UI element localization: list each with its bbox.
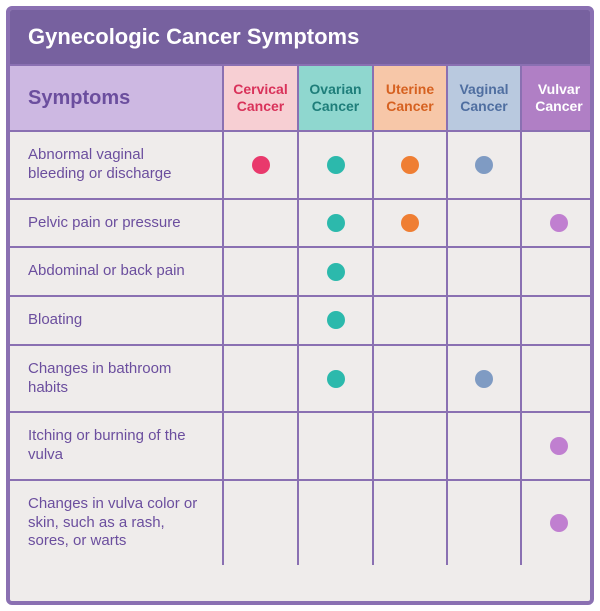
matrix-cell	[522, 297, 594, 346]
matrix-cell	[374, 248, 448, 297]
matrix-cell	[299, 132, 374, 200]
presence-dot	[252, 156, 270, 174]
matrix-cell	[374, 200, 448, 249]
matrix-cell	[224, 481, 299, 565]
row-label: Abnormal vaginal bleeding or discharge	[10, 132, 224, 200]
column-header: CervicalCancer	[224, 66, 299, 132]
matrix-cell	[299, 413, 374, 481]
matrix-cell	[374, 481, 448, 565]
row-label: Pelvic pain or pressure	[10, 200, 224, 249]
column-header: VaginalCancer	[448, 66, 522, 132]
presence-dot	[327, 311, 345, 329]
matrix-cell	[522, 413, 594, 481]
matrix-cell	[448, 200, 522, 249]
presence-dot	[327, 370, 345, 388]
presence-dot	[327, 214, 345, 232]
matrix-cell	[374, 413, 448, 481]
matrix-cell	[448, 413, 522, 481]
row-label: Itching or burning of the vulva	[10, 413, 224, 481]
panel-title: Gynecologic Cancer Symptoms	[10, 10, 590, 66]
matrix-cell	[299, 346, 374, 414]
presence-dot	[401, 156, 419, 174]
matrix-cell	[522, 200, 594, 249]
presence-dot	[550, 214, 568, 232]
presence-dot	[327, 263, 345, 281]
presence-dot	[550, 437, 568, 455]
matrix-cell	[374, 132, 448, 200]
matrix-cell	[374, 297, 448, 346]
row-label: Abdominal or back pain	[10, 248, 224, 297]
matrix-cell	[299, 297, 374, 346]
matrix-cell	[224, 346, 299, 414]
column-header-symptoms: Symptoms	[10, 66, 224, 132]
matrix-cell	[522, 248, 594, 297]
symptom-table-panel: Gynecologic Cancer Symptoms SymptomsCerv…	[6, 6, 594, 605]
matrix-cell	[299, 200, 374, 249]
matrix-cell	[224, 297, 299, 346]
presence-dot	[550, 514, 568, 532]
row-label: Changes in vulva color or skin, such as …	[10, 481, 224, 565]
matrix-cell	[448, 297, 522, 346]
matrix-cell	[448, 481, 522, 565]
presence-dot	[401, 214, 419, 232]
presence-dot	[475, 156, 493, 174]
row-label: Changes in bathroom habits	[10, 346, 224, 414]
column-header: OvarianCancer	[299, 66, 374, 132]
matrix-cell	[374, 346, 448, 414]
column-header: UterineCancer	[374, 66, 448, 132]
column-header: VulvarCancer	[522, 66, 594, 132]
matrix-cell	[224, 248, 299, 297]
symptom-grid: SymptomsCervicalCancerOvarianCancerUteri…	[10, 66, 590, 565]
matrix-cell	[448, 132, 522, 200]
matrix-cell	[299, 248, 374, 297]
matrix-cell	[299, 481, 374, 565]
matrix-cell	[448, 346, 522, 414]
matrix-cell	[224, 200, 299, 249]
presence-dot	[475, 370, 493, 388]
matrix-cell	[522, 132, 594, 200]
matrix-cell	[224, 132, 299, 200]
matrix-cell	[522, 346, 594, 414]
matrix-cell	[224, 413, 299, 481]
matrix-cell	[522, 481, 594, 565]
presence-dot	[327, 156, 345, 174]
matrix-cell	[448, 248, 522, 297]
row-label: Bloating	[10, 297, 224, 346]
